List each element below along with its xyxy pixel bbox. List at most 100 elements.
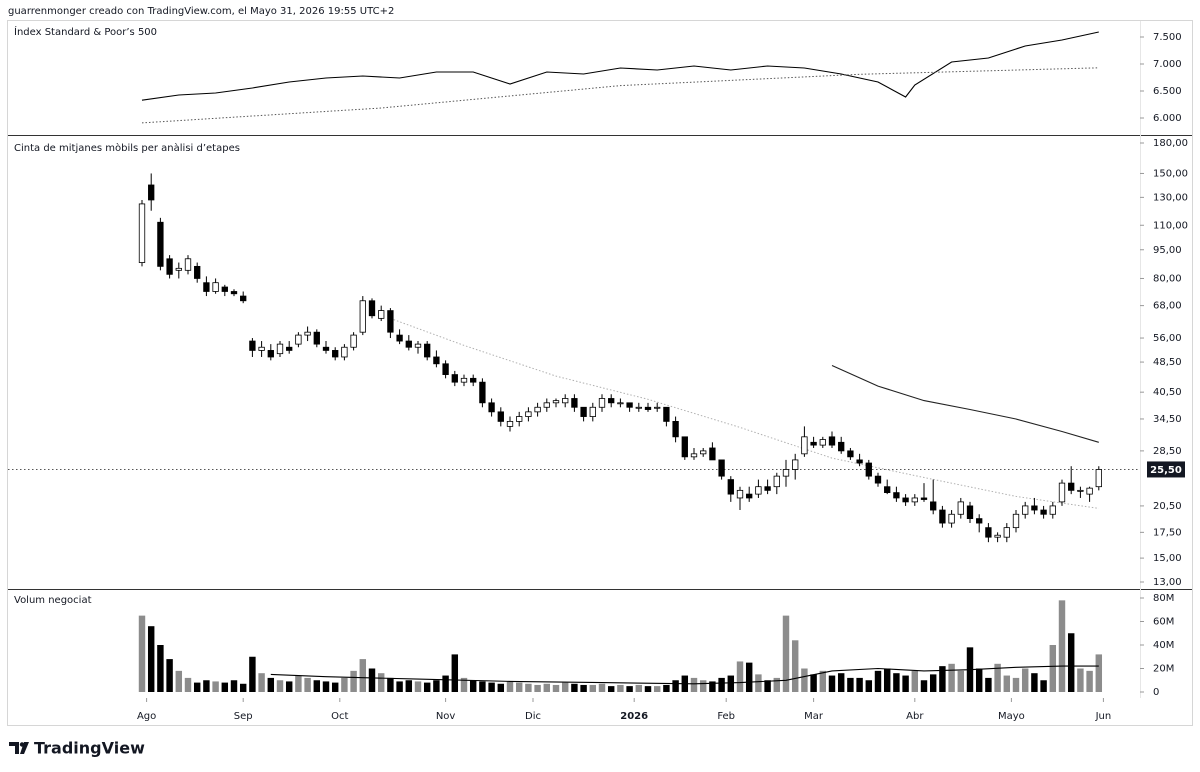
y-tick-label: 20,50 xyxy=(1153,501,1182,512)
candle-body xyxy=(534,406,541,413)
candle-body xyxy=(746,493,753,499)
candle-body xyxy=(368,300,376,317)
candle-body xyxy=(506,420,514,427)
y-tick-label: 28,50 xyxy=(1153,446,1182,457)
candle-body xyxy=(828,436,836,446)
candle-body xyxy=(884,486,891,494)
candle-body xyxy=(1077,489,1084,492)
volume-bar xyxy=(865,680,873,692)
volume-bar xyxy=(727,675,735,692)
y-tick-label: 7.000 xyxy=(1153,59,1182,70)
candle-body xyxy=(184,258,192,271)
volume-bar xyxy=(948,663,955,692)
volume-bar xyxy=(276,680,284,692)
candle-body xyxy=(562,398,569,404)
volume-bar xyxy=(745,662,753,692)
volume-bar xyxy=(939,666,946,692)
volume-bar xyxy=(322,681,330,692)
volume-bar xyxy=(1031,673,1038,692)
volume-bar xyxy=(534,684,541,692)
candle-body xyxy=(322,346,330,351)
candle-body xyxy=(332,350,339,358)
candle-body xyxy=(460,377,468,383)
volume-bar xyxy=(1003,675,1011,692)
volume-bar xyxy=(331,682,339,692)
candle-body xyxy=(792,459,799,470)
y-tick-label: 95,00 xyxy=(1153,245,1182,256)
candle-body xyxy=(755,486,762,495)
candle-body xyxy=(819,439,826,446)
candle-body xyxy=(157,221,164,267)
candle-body xyxy=(433,356,440,365)
volume-bar xyxy=(653,686,661,692)
volume-bar xyxy=(479,681,486,692)
volume-bar xyxy=(709,681,716,692)
y-tick-label: 150,00 xyxy=(1153,168,1188,179)
volume-bar xyxy=(166,659,173,692)
x-tick-label: Mayo xyxy=(998,711,1025,722)
volume-bar xyxy=(368,668,376,692)
volume-bar xyxy=(414,681,422,692)
volume-bar xyxy=(1021,668,1029,692)
volume-bar xyxy=(295,675,302,692)
candle-body xyxy=(700,450,707,455)
y-tick-label: 48,50 xyxy=(1153,357,1182,368)
candle-body xyxy=(782,469,790,477)
volume-bar xyxy=(433,680,440,692)
candle-body xyxy=(166,258,173,275)
frame xyxy=(7,20,1193,726)
candle-body xyxy=(1086,487,1093,495)
candle-body xyxy=(516,416,523,422)
volume-bar xyxy=(525,683,532,692)
candle-body xyxy=(617,402,624,405)
volume-bar xyxy=(598,683,606,692)
candle-body xyxy=(138,203,146,263)
candle-body xyxy=(948,513,955,524)
volume-bar xyxy=(1058,600,1066,692)
volume-bar xyxy=(193,682,201,692)
volume-bar xyxy=(460,677,468,692)
candle-body xyxy=(690,453,698,458)
candle-body xyxy=(442,363,449,375)
candle-body xyxy=(727,479,734,495)
volume-bar xyxy=(663,684,670,692)
plot-area: 6.000 6.500 7.000 7.500 13,00 15,00 17,50 20,50… xyxy=(8,31,1188,722)
price-label-box xyxy=(1147,461,1185,478)
volume-bar xyxy=(985,677,992,692)
candle-body xyxy=(387,310,394,333)
candle-body xyxy=(286,346,293,351)
line-series xyxy=(270,665,1099,685)
volume-bar xyxy=(396,681,403,692)
volume-bar xyxy=(212,681,219,692)
candle-body xyxy=(212,282,219,292)
volume-bar xyxy=(497,683,505,692)
candle-body xyxy=(249,340,256,351)
candle-body xyxy=(801,436,808,455)
volume-bar xyxy=(644,686,652,692)
candle-body xyxy=(718,459,725,477)
candle-body xyxy=(1068,482,1075,491)
candle-body xyxy=(194,265,201,279)
volume-bar xyxy=(451,654,459,692)
candle-body xyxy=(240,295,247,302)
volume-bar xyxy=(920,680,928,692)
header: guarrenmonger creado con TradingView.com… xyxy=(8,6,394,17)
candle-body xyxy=(396,334,403,342)
volume-bar xyxy=(994,663,1001,692)
candle-body xyxy=(221,286,228,292)
candle-body xyxy=(1031,505,1038,511)
volume-bar xyxy=(313,680,321,692)
volume-bar xyxy=(184,677,192,692)
line-series xyxy=(831,364,1099,443)
candle-body xyxy=(497,411,504,422)
candle-body xyxy=(488,402,495,413)
candle-body xyxy=(414,343,422,348)
y-tick-label: 6.000 xyxy=(1153,113,1182,124)
candle-body xyxy=(838,441,845,452)
candle-body xyxy=(920,497,928,500)
candle-body xyxy=(378,310,385,319)
candle-body xyxy=(663,406,670,422)
y-tick-label: 17,50 xyxy=(1153,527,1182,538)
y-tick-label: 34,50 xyxy=(1153,414,1182,425)
volume-bar xyxy=(423,682,431,692)
